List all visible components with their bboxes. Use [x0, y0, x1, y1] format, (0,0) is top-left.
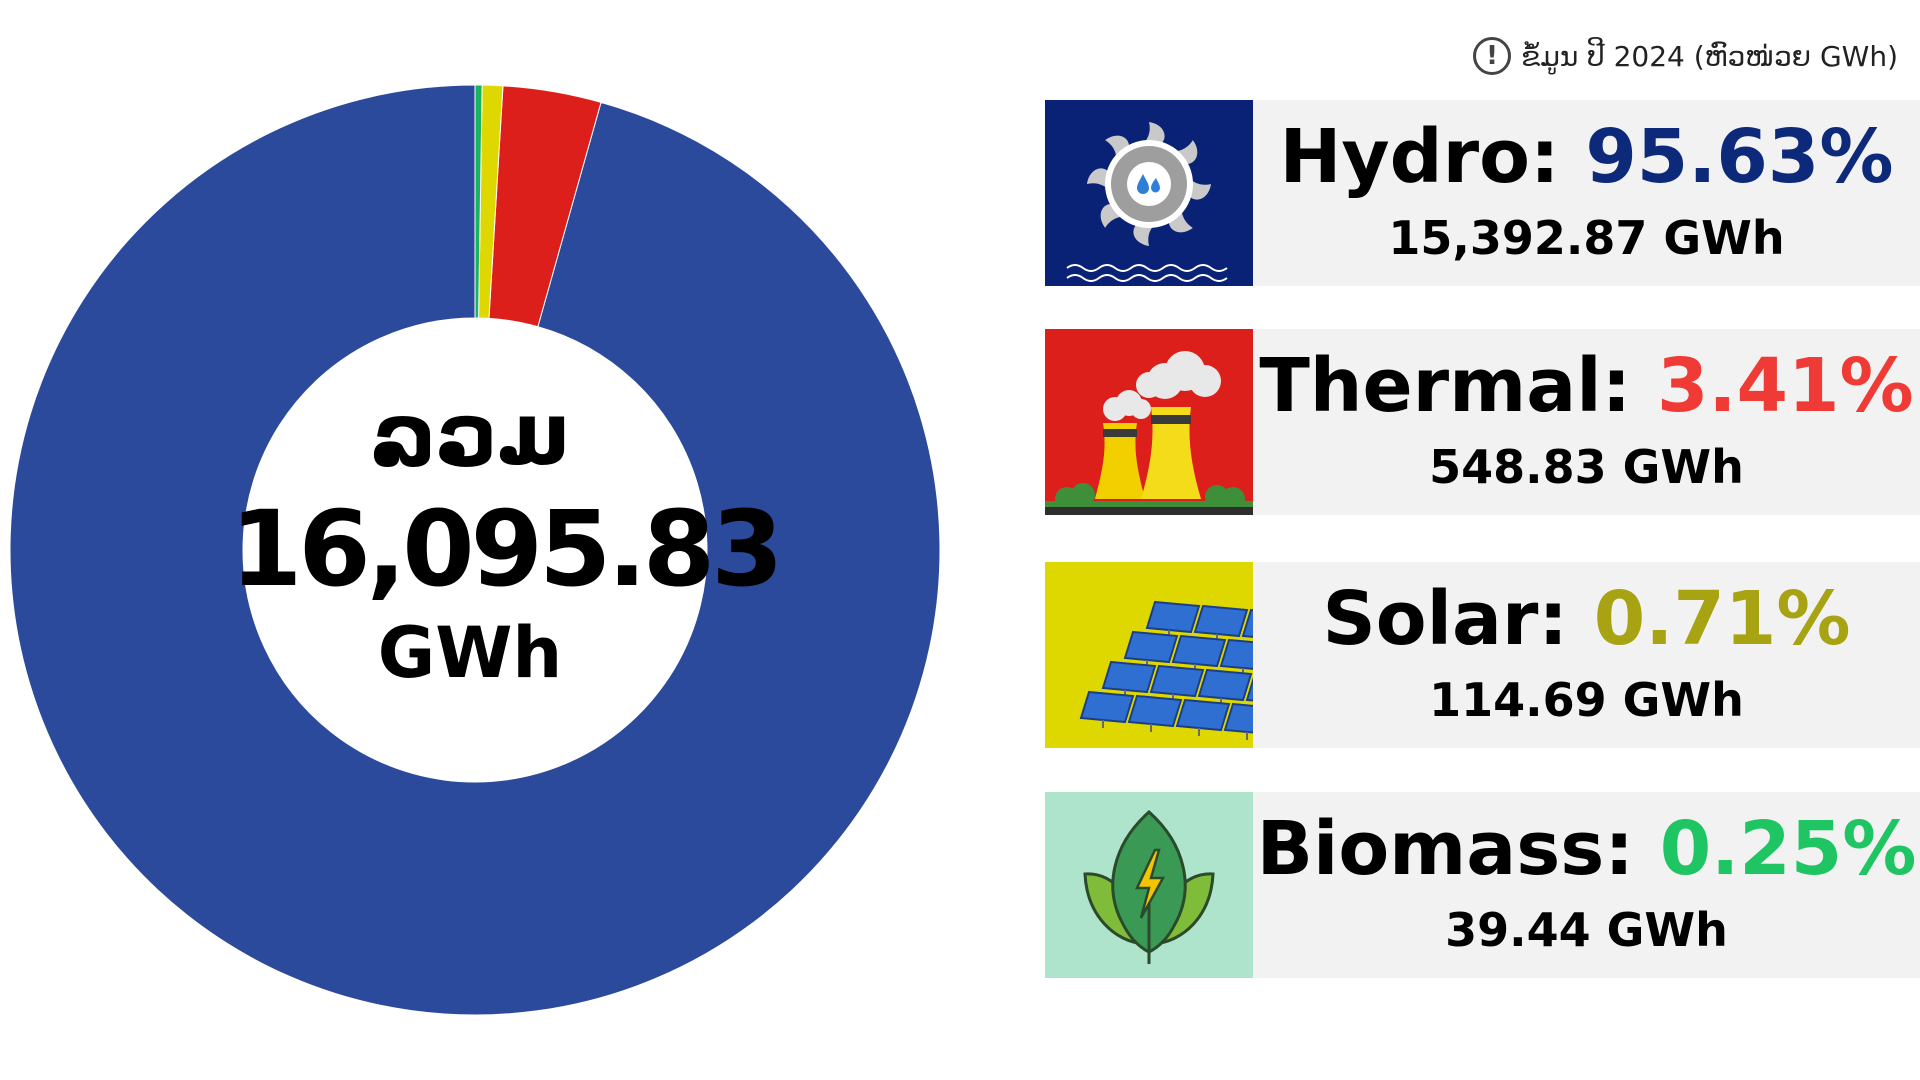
legend-percent-thermal: 3.41% — [1656, 343, 1914, 429]
legend-value-biomass: 39.44 GWh — [1445, 903, 1728, 957]
donut-slice-hydro — [9, 84, 941, 1016]
legend-panel-solar: Solar: 0.71% 114.69 GWh — [1253, 562, 1920, 748]
solar-panel-icon — [1045, 562, 1253, 748]
legend-panel-biomass: Biomass: 0.25% 39.44 GWh — [1253, 792, 1920, 978]
legend-percent-solar: 0.71% — [1593, 576, 1851, 662]
legend-headline-hydro: Hydro: 95.63% — [1253, 112, 1920, 202]
data-note: ! ຂໍ້ມູນ ປີ 2024 (ຫົວໜ່ວຍ GWh) — [1473, 36, 1898, 76]
legend-tile-solar — [1045, 562, 1253, 748]
legend-row-thermal: Thermal: 3.41% 548.83 GWh — [1045, 329, 1920, 515]
legend-percent-biomass: 0.25% — [1659, 806, 1917, 892]
legend-tile-thermal — [1045, 329, 1253, 515]
legend-headline-thermal: Thermal: 3.41% — [1253, 341, 1920, 431]
legend-row-hydro: Hydro: 95.63% 15,392.87 GWh — [1045, 100, 1920, 286]
legend-value-thermal: 548.83 GWh — [1429, 440, 1744, 494]
legend-panel-hydro: Hydro: 95.63% 15,392.87 GWh — [1253, 100, 1920, 286]
legend-value-solar: 114.69 GWh — [1429, 673, 1744, 727]
legend-label-hydro: Hydro: — [1279, 114, 1560, 200]
legend-panel-thermal: Thermal: 3.41% 548.83 GWh — [1253, 329, 1920, 515]
legend-value-hydro: 15,392.87 GWh — [1388, 211, 1785, 265]
legend-tile-biomass — [1045, 792, 1253, 978]
donut-chart — [9, 84, 941, 1016]
donut-slice-biomass — [474, 84, 483, 319]
legend-headline-solar: Solar: 0.71% — [1253, 574, 1920, 664]
legend-row-biomass: Biomass: 0.25% 39.44 GWh — [1045, 792, 1920, 978]
hydro-turbine-icon — [1045, 100, 1253, 286]
legend-row-solar: Solar: 0.71% 114.69 GWh — [1045, 562, 1920, 748]
legend-label-solar: Solar: — [1322, 576, 1569, 662]
donut-center-title: ລວມ — [370, 385, 570, 485]
biomass-leaf-icon — [1045, 792, 1253, 978]
donut-center-unit: GWh — [377, 612, 563, 694]
info-exclamation-icon: ! — [1473, 37, 1512, 75]
legend-headline-biomass: Biomass: 0.25% — [1253, 804, 1920, 894]
legend-percent-hydro: 95.63% — [1585, 114, 1894, 200]
data-note-text: ຂໍ້ມູນ ປີ 2024 (ຫົວໜ່ວຍ GWh) — [1521, 39, 1898, 73]
legend-label-thermal: Thermal: — [1259, 343, 1632, 429]
legend-tile-hydro — [1045, 100, 1253, 286]
donut-center-total: 16,095.83 — [230, 488, 784, 610]
thermal-cooling-tower-icon — [1045, 329, 1253, 515]
legend-label-biomass: Biomass: — [1256, 806, 1634, 892]
